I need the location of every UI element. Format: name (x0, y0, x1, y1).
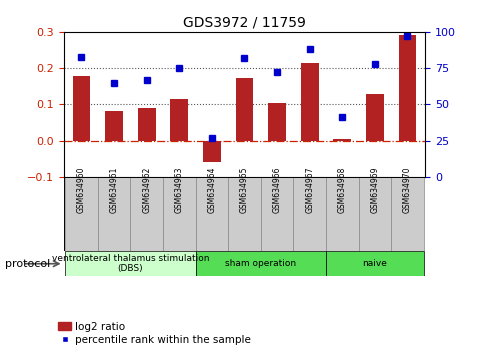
Text: GSM634967: GSM634967 (305, 166, 314, 213)
Bar (325, 177, 358, 251)
Bar (65, 177, 98, 251)
Bar (358, 177, 390, 251)
Legend: log2 ratio, percentile rank within the sample: log2 ratio, percentile rank within the s… (54, 317, 254, 349)
Bar (390, 177, 423, 251)
Bar (325, 251, 423, 276)
Bar (203, 141, 221, 162)
Bar (65, 251, 195, 276)
Bar (163, 177, 195, 251)
Bar (293, 177, 325, 251)
Text: protocol: protocol (5, 259, 50, 269)
Text: GSM634968: GSM634968 (337, 166, 346, 213)
Text: GSM634960: GSM634960 (77, 166, 86, 213)
Text: GSM634963: GSM634963 (174, 166, 183, 213)
Text: GSM634961: GSM634961 (109, 166, 119, 213)
Bar (260, 177, 293, 251)
Bar (267, 103, 285, 141)
Bar (130, 177, 163, 251)
Text: GSM634965: GSM634965 (240, 166, 248, 213)
Bar (300, 63, 318, 141)
Bar (105, 110, 123, 141)
Title: GDS3972 / 11759: GDS3972 / 11759 (183, 15, 305, 29)
Text: GSM634966: GSM634966 (272, 166, 281, 213)
Bar (72, 76, 90, 141)
Text: GSM634970: GSM634970 (402, 166, 411, 213)
Bar (228, 177, 260, 251)
Bar (98, 177, 130, 251)
Bar (398, 35, 416, 141)
Bar (333, 139, 350, 141)
Bar (170, 99, 188, 141)
Text: naive: naive (362, 259, 386, 268)
Text: GSM634969: GSM634969 (369, 166, 379, 213)
Bar (195, 251, 325, 276)
Bar (235, 78, 253, 141)
Bar (365, 93, 383, 141)
Text: GSM634964: GSM634964 (207, 166, 216, 213)
Text: GSM634962: GSM634962 (142, 166, 151, 213)
Text: ventrolateral thalamus stimulation
(DBS): ventrolateral thalamus stimulation (DBS) (52, 254, 209, 273)
Bar (195, 177, 228, 251)
Text: sham operation: sham operation (225, 259, 296, 268)
Bar (138, 108, 155, 141)
